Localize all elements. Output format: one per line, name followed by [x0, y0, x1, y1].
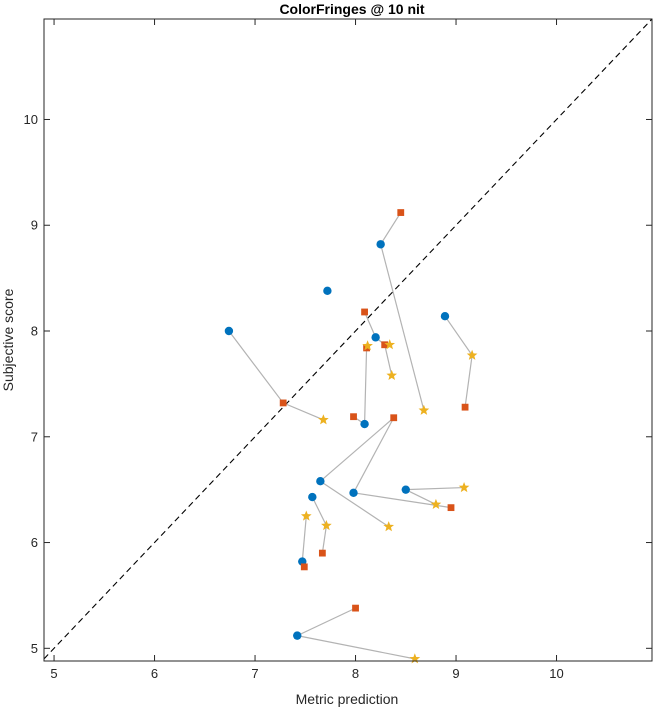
square-marker: [300, 563, 308, 571]
connector-line: [380, 212, 402, 245]
connector-line: [364, 311, 377, 338]
y-tick-label: 6: [31, 535, 38, 550]
star-marker: [466, 349, 478, 360]
x-tick-label: 8: [352, 666, 359, 681]
connector-line: [319, 417, 395, 482]
star-marker: [418, 404, 430, 415]
connector-line: [405, 489, 437, 506]
reference-line: [43, 18, 653, 660]
x-axis-label: Metric prediction: [296, 691, 399, 707]
y-axis-label: Subjective score: [0, 288, 16, 391]
circle-marker: [371, 333, 380, 342]
y-tick-label: 5: [31, 641, 38, 656]
square-marker: [381, 341, 389, 349]
star-marker: [321, 520, 332, 531]
axes-box: [43, 18, 653, 662]
y-tick-label: 10: [24, 112, 38, 127]
circle-marker: [376, 240, 385, 249]
square-marker: [447, 504, 455, 512]
star-marker: [300, 510, 312, 521]
square-marker: [350, 413, 357, 421]
x-tick-label: 5: [50, 666, 57, 681]
connector-line: [352, 417, 395, 494]
y-tick-label: 7: [31, 429, 38, 444]
y-tick-label: 9: [31, 218, 38, 233]
x-tick-label: 10: [549, 666, 563, 681]
circle-marker: [308, 492, 317, 502]
star-marker: [430, 498, 442, 509]
connector-line: [301, 516, 307, 562]
circle-marker: [293, 631, 302, 640]
star-marker: [386, 369, 398, 380]
star-marker: [409, 653, 421, 664]
circle-marker: [360, 419, 369, 429]
connector-line: [296, 607, 356, 637]
square-marker: [352, 604, 359, 612]
marker-layer: [224, 209, 478, 664]
circle-marker: [316, 476, 325, 486]
square-marker: [279, 399, 287, 407]
axes-layer: 5 6 7 8 9 10 5 6 7 8 9 10: [24, 18, 653, 681]
star-marker: [318, 414, 329, 425]
star-marker: [458, 481, 470, 493]
circle-marker: [401, 485, 410, 494]
square-marker: [390, 414, 398, 422]
connector-line: [380, 244, 425, 411]
x-tick-label: 6: [151, 666, 158, 681]
chart-title: ColorFringes @ 10 nit: [279, 1, 424, 17]
star-marker: [384, 339, 396, 350]
x-tick-label: 9: [452, 666, 459, 681]
connector-line: [405, 486, 465, 491]
circle-marker: [224, 326, 234, 336]
square-marker: [318, 549, 326, 557]
y-tick-label: 8: [31, 324, 38, 339]
star-marker: [383, 521, 395, 532]
star-marker: [362, 340, 373, 351]
square-marker: [397, 209, 405, 216]
square-marker: [361, 308, 368, 316]
circle-marker: [349, 488, 358, 498]
connector-line: [320, 480, 390, 528]
x-tick-label: 7: [251, 666, 258, 681]
connector-line: [297, 635, 415, 660]
circle-marker: [323, 286, 332, 296]
reference-line-layer: [43, 18, 653, 660]
square-marker: [461, 403, 469, 411]
circle-marker: [440, 312, 450, 321]
